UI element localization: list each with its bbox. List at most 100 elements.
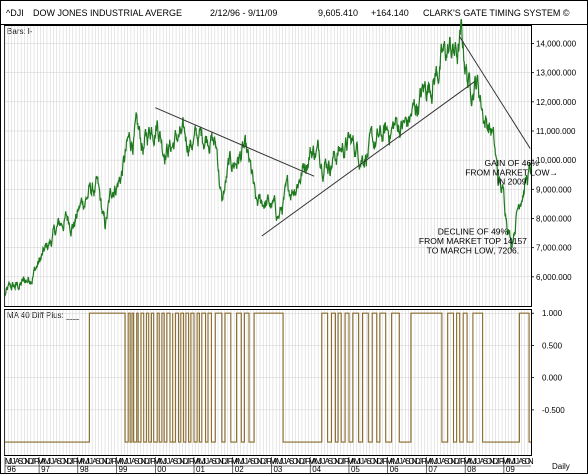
- month-tick-label: M: [199, 457, 206, 466]
- month-tick-label: M: [276, 457, 283, 466]
- month-tick-label: J: [318, 457, 322, 466]
- month-tick-label: J: [86, 457, 90, 466]
- month-tick-label: M: [5, 457, 12, 466]
- year-tick-label: 08: [467, 465, 476, 474]
- month-tick-label: N: [334, 457, 340, 466]
- month-tick-label: F: [34, 457, 39, 466]
- ma40-signal-line: [5, 312, 531, 443]
- month-tick-label: D: [337, 457, 343, 466]
- month-tick-label: M: [44, 457, 51, 466]
- month-tick-label: J: [128, 457, 132, 466]
- indicator-y-axis: 1.000 0.500 0.000 -0.500: [531, 309, 565, 415]
- year-tick-label: 06: [390, 465, 399, 474]
- month-tick-label: J: [434, 457, 438, 466]
- month-tick-label: J: [457, 457, 461, 466]
- month-tick-label: J: [379, 457, 383, 466]
- month-tick-label: D: [299, 457, 305, 466]
- month-tick-label: F: [189, 457, 194, 466]
- month-tick-label: A: [53, 457, 59, 466]
- month-tick-label: N: [102, 457, 108, 466]
- indicator-ytick-label: -0.500: [542, 406, 565, 415]
- month-tick-label: A: [234, 457, 240, 466]
- price-ytick-label: 10,000.000: [536, 156, 577, 165]
- month-tick-label: O: [370, 457, 376, 466]
- year-tick-label: 03: [273, 465, 282, 474]
- year-tick-label: 01: [196, 465, 205, 474]
- price-panel-label: Bars: l-: [7, 27, 33, 36]
- indicator-panel: [4, 309, 532, 456]
- month-tick-label: N: [63, 457, 69, 466]
- month-tick-label: A: [402, 457, 408, 466]
- year-tick-label: 98: [80, 465, 89, 474]
- header-last: 9,605.410: [318, 8, 358, 18]
- month-tick-label: A: [15, 457, 21, 466]
- month-tick-label: J: [496, 457, 500, 466]
- year-tick-label: 04: [312, 465, 321, 474]
- month-tick-label: N: [412, 457, 418, 466]
- month-tick-label: N: [141, 457, 147, 466]
- month-tick-label: J: [50, 457, 54, 466]
- month-tick-label: J: [360, 457, 364, 466]
- header-name: DOW JONES INDUSTRIAL AVERGE: [33, 8, 182, 18]
- month-tick-label: F: [460, 457, 465, 466]
- month-tick-label: S: [289, 457, 294, 466]
- price-series: [4, 18, 532, 297]
- header-change: +164.140: [371, 8, 409, 18]
- header-bar: [1, 1, 587, 25]
- dow-price-line: [4, 18, 532, 297]
- month-tick-label: J: [47, 457, 51, 466]
- year-tick-label: 05: [351, 465, 360, 474]
- month-tick-label: S: [405, 457, 410, 466]
- month-tick-label: O: [215, 457, 221, 466]
- daily-label: Daily: [552, 462, 570, 471]
- month-tick-label: S: [444, 457, 449, 466]
- month-tick-label: D: [105, 457, 111, 466]
- price-ytick-label: 12,000.000: [536, 98, 577, 107]
- month-tick-label: M: [392, 457, 399, 466]
- indicator-panel-label: MA 40 Diff Plus: ___: [7, 311, 80, 320]
- indicator-ytick-label: 0.000: [542, 374, 563, 383]
- price-ytick-label: 13,000.000: [536, 69, 577, 78]
- month-tick-label: J: [224, 457, 228, 466]
- annotation-text: GAIN OF 46%: [484, 158, 539, 168]
- price-grid: [4, 26, 531, 306]
- month-tick-label: F: [150, 457, 155, 466]
- month-tick-label: S: [521, 457, 526, 466]
- month-tick-label: A: [247, 457, 253, 466]
- month-tick-label: M: [192, 457, 199, 466]
- annotation-text: FROM MARKET TOP 14157: [419, 236, 527, 246]
- month-tick-label: A: [428, 457, 434, 466]
- month-tick-label: F: [421, 457, 426, 466]
- month-tick-label: M: [160, 457, 167, 466]
- month-tick-label: M: [115, 457, 122, 466]
- month-tick-label: A: [479, 457, 485, 466]
- trendline: [261, 81, 476, 237]
- month-tick-label: F: [266, 457, 271, 466]
- month-tick-label: O: [486, 457, 492, 466]
- month-tick-label: A: [157, 457, 163, 466]
- month-tick-label: A: [92, 457, 98, 466]
- month-tick-label: J: [357, 457, 361, 466]
- month-tick-label: M: [425, 457, 432, 466]
- month-tick-label: N: [218, 457, 224, 466]
- month-tick-label: F: [499, 457, 504, 466]
- price-ytick-label: 7,000.000: [536, 244, 572, 253]
- month-tick-label: J: [283, 457, 287, 466]
- price-ytick-label: 8,000.000: [536, 215, 572, 224]
- month-tick-label: F: [228, 457, 233, 466]
- price-ytick-label: 14,000.000: [536, 40, 577, 49]
- month-tick-label: N: [24, 457, 30, 466]
- month-tick-label: A: [208, 457, 214, 466]
- month-tick-label: D: [66, 457, 72, 466]
- month-tick-label: A: [325, 457, 331, 466]
- month-tick-label: J: [124, 457, 128, 466]
- month-tick-label: O: [137, 457, 143, 466]
- header-system: CLARK'S GATE TIMING SYSTEM ©: [423, 8, 570, 18]
- month-tick-label: J: [147, 457, 151, 466]
- annotation-text: IN 2009: [497, 177, 527, 187]
- month-tick-label: F: [344, 457, 349, 466]
- month-tick-label: M: [121, 457, 128, 466]
- month-tick-label: J: [438, 457, 442, 466]
